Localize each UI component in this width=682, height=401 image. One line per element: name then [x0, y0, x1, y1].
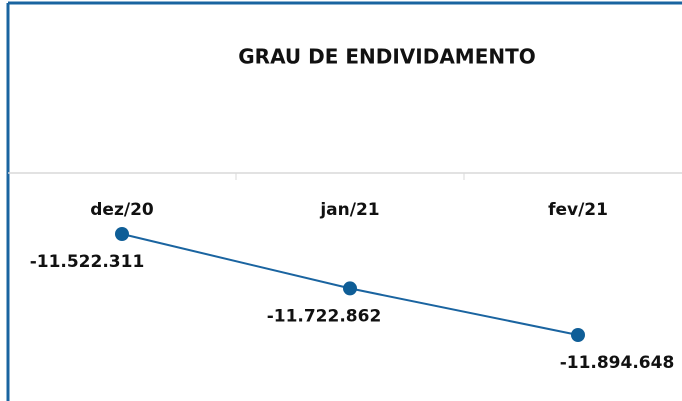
- data-label: -11.522.311: [30, 252, 145, 272]
- x-tick-label: dez/20: [90, 200, 154, 220]
- x-tick-label: jan/21: [319, 200, 379, 220]
- data-label: -11.894.648: [560, 353, 675, 373]
- marker: [343, 281, 357, 296]
- chart-title: GRAU DE ENDIVIDAMENTO: [238, 45, 536, 69]
- x-tick-label: fev/21: [548, 200, 608, 220]
- marker: [571, 328, 585, 342]
- marker: [115, 227, 129, 241]
- data-label: -11.722.862: [267, 306, 382, 326]
